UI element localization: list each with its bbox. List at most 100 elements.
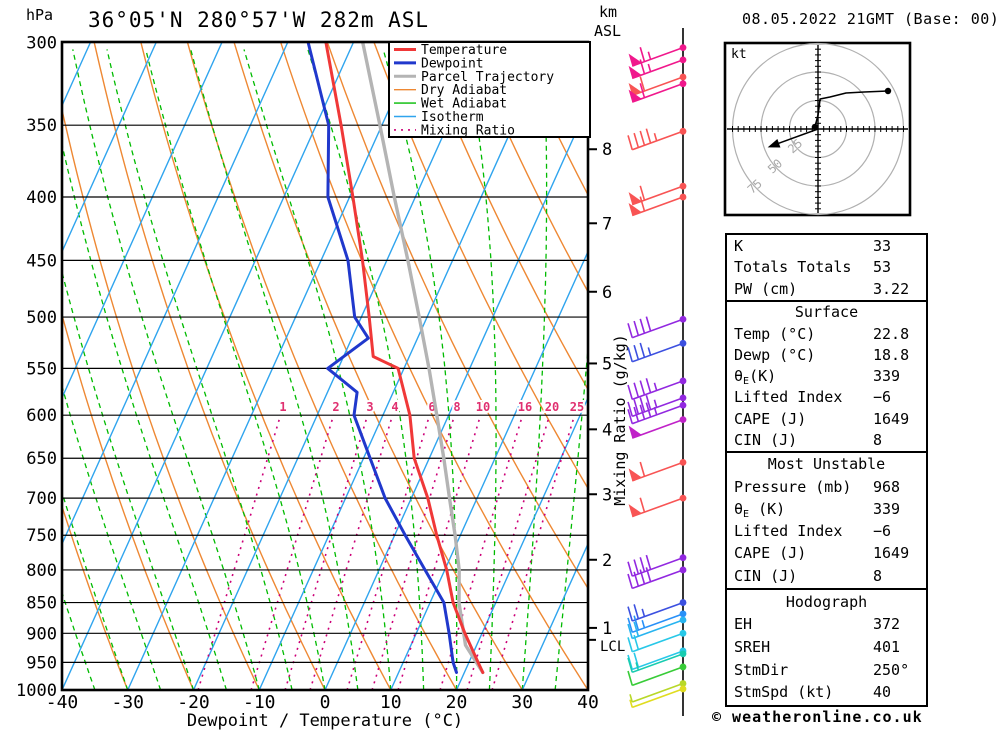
wind-barb-staff bbox=[631, 666, 684, 687]
wind-barb bbox=[627, 599, 687, 622]
pressure-tick-label: 750 bbox=[26, 526, 57, 546]
wind-barb-full bbox=[639, 569, 646, 585]
wet-adiabat-line bbox=[521, 49, 548, 690]
mixing-ratio-label: 3 bbox=[366, 400, 373, 414]
mixing-ratio-label: 8 bbox=[453, 400, 460, 414]
isotherm-line bbox=[390, 249, 588, 690]
hodograph-trace bbox=[814, 90, 889, 128]
temperature-tick-label: 0 bbox=[320, 692, 331, 713]
wind-barb-full bbox=[627, 623, 634, 639]
wind-barb-half bbox=[653, 382, 658, 391]
wind-barb-full bbox=[639, 47, 646, 62]
temperature-curve bbox=[324, 42, 485, 674]
wind-barb-dot bbox=[679, 44, 687, 52]
wind-barb bbox=[628, 182, 687, 206]
temperature-tick-label: -40 bbox=[46, 692, 79, 713]
wind-barb-full bbox=[633, 399, 640, 415]
dry-adiabat-line bbox=[62, 504, 129, 690]
wind-barb-full bbox=[645, 567, 652, 582]
dry-adiabat-line bbox=[419, 42, 588, 391]
table-row: Dewp (°C) 18.8 bbox=[734, 345, 910, 364]
wind-barb-full bbox=[627, 606, 634, 622]
wind-barb-staff bbox=[631, 318, 684, 339]
wind-barb-half bbox=[629, 699, 634, 708]
wind-barb-full bbox=[633, 559, 640, 575]
wet-adiabat-line bbox=[190, 49, 359, 690]
wind-barb bbox=[627, 629, 687, 653]
copyright-credit: © weatheronline.co.uk bbox=[712, 708, 923, 726]
wind-barb-full bbox=[639, 185, 646, 201]
wind-barb-staff bbox=[631, 569, 684, 590]
wind-barb-staff bbox=[631, 418, 684, 439]
table-row: StmSpd (kt) 40 bbox=[734, 683, 892, 702]
table-row: PW (cm) 3.22 bbox=[734, 279, 910, 298]
wind-barb-full bbox=[639, 497, 646, 513]
mixing-ratio-line bbox=[397, 414, 482, 690]
wind-barb-staff bbox=[631, 632, 684, 653]
wind-barb-dot bbox=[679, 685, 687, 693]
wind-barb-half bbox=[653, 406, 658, 416]
mixing-ratio-line bbox=[309, 414, 394, 690]
wind-barb-full bbox=[627, 384, 634, 400]
wind-barb-full bbox=[639, 397, 646, 413]
wind-barb-staff bbox=[631, 397, 684, 418]
wind-barb-full bbox=[639, 404, 646, 420]
wind-barb-staff bbox=[631, 688, 684, 709]
table-row: Pressure (mb) 968 bbox=[734, 477, 901, 496]
wind-barb bbox=[627, 663, 687, 687]
mixing-ratio-label: 6 bbox=[428, 400, 435, 414]
isotherm-line bbox=[192, 42, 486, 690]
mixing-ratio-label: 4 bbox=[391, 400, 398, 414]
wind-barb-half bbox=[647, 51, 652, 60]
wind-barb-staff bbox=[631, 59, 684, 80]
wind-barb bbox=[628, 458, 687, 482]
isotherm-line bbox=[62, 42, 223, 400]
hodograph-trace-start-dot bbox=[811, 123, 819, 131]
wind-barb bbox=[628, 56, 687, 80]
wind-barb-full bbox=[627, 654, 634, 670]
wind-barb-full bbox=[627, 135, 634, 151]
wind-barb-staff bbox=[631, 682, 684, 703]
table-title: Surface bbox=[794, 303, 859, 322]
wet-adiabat-line bbox=[554, 341, 588, 690]
wind-barb bbox=[627, 401, 687, 425]
legend-label: Mixing Ratio bbox=[421, 123, 515, 138]
legend-label: Dewpoint bbox=[421, 56, 484, 71]
table-row: Totals Totals 53 bbox=[734, 258, 892, 276]
pressure-tick-label: 450 bbox=[26, 251, 57, 271]
mixing-ratio-lines: 1 2 3 4 6 8 10 16 20 25 bbox=[197, 398, 586, 690]
wind-barb-full bbox=[627, 670, 634, 686]
wind-barb bbox=[628, 80, 687, 103]
wind-barb-pennant bbox=[628, 192, 642, 205]
wind-barb-staff bbox=[631, 82, 684, 103]
wind-barb-dot bbox=[679, 554, 687, 562]
wind-barb-staff bbox=[631, 185, 684, 206]
wet-adiabat-line bbox=[62, 141, 228, 690]
table-row-theta-e: θE(K) 339 bbox=[734, 367, 901, 387]
wind-barb-full bbox=[633, 344, 640, 360]
km-tick-label: 3 bbox=[602, 485, 612, 505]
wind-barb-full bbox=[627, 409, 634, 424]
wind-barb-half bbox=[629, 694, 634, 703]
wind-barb-full bbox=[633, 634, 640, 650]
wind-barb-dot bbox=[679, 616, 687, 624]
wind-barb-full bbox=[633, 571, 640, 587]
mixing-ratio-label: 1 bbox=[279, 400, 286, 414]
wind-barb-dot bbox=[679, 566, 687, 574]
pressure-tick-label: 500 bbox=[26, 308, 57, 328]
temperature-tick-label: -30 bbox=[111, 692, 144, 713]
mixing-ratio-axis-label: Mixing Ratio (g/kg) bbox=[611, 334, 629, 506]
wind-barb bbox=[627, 339, 687, 363]
mixing-ratio-line bbox=[197, 414, 282, 690]
legend-label: Parcel Trajectory bbox=[421, 70, 554, 85]
wind-barb-full bbox=[639, 318, 646, 334]
wind-barb bbox=[627, 127, 687, 151]
km-tick-label: 4 bbox=[602, 420, 612, 440]
wind-barb-staff bbox=[631, 601, 684, 622]
mixing-ratio-label: 20 bbox=[545, 400, 559, 414]
wind-barb-staff bbox=[631, 650, 684, 671]
table-row: EH 372 bbox=[734, 615, 901, 634]
wind-barb bbox=[627, 394, 687, 418]
mixing-ratio-line bbox=[284, 414, 369, 690]
